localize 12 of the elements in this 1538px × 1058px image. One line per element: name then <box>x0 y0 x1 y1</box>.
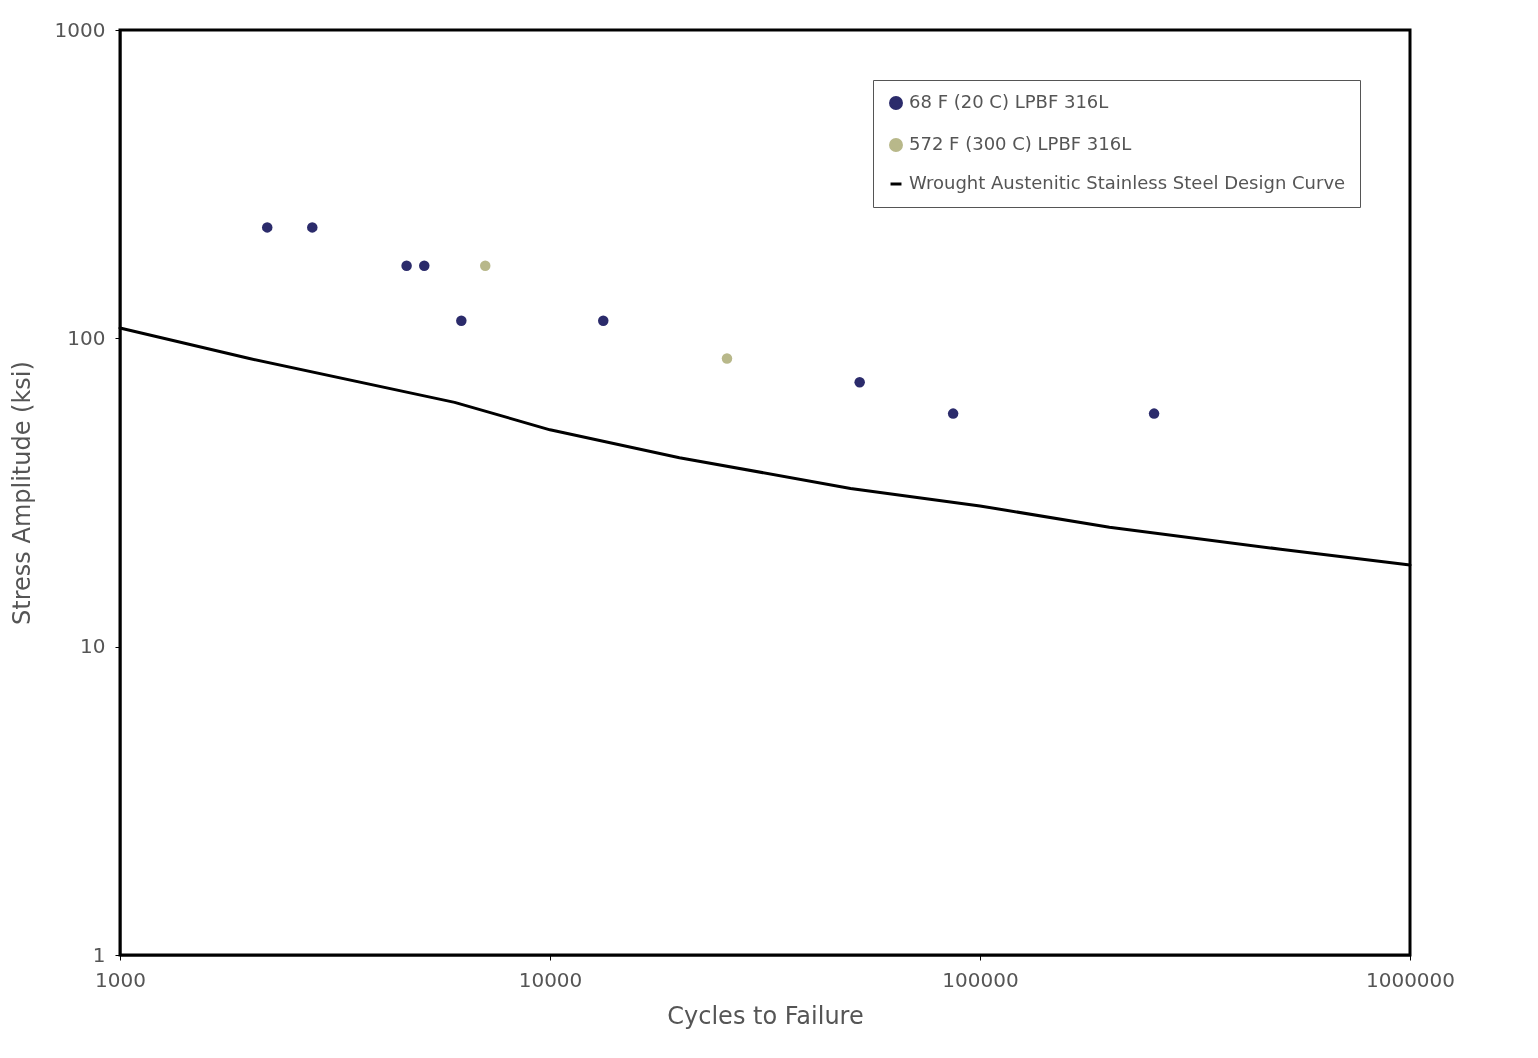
legend-label: Wrought Austenitic Stainless Steel Design Curve <box>909 172 1346 193</box>
legend-label: 68 F (20 C) LPBF 316L <box>909 91 1109 112</box>
x-tick-label: 1000000 <box>1365 967 1456 992</box>
y-axis-title: Stress Amplitude (ksi) <box>7 361 36 625</box>
x-axis-title: Cycles to Failure <box>667 1001 864 1030</box>
x-tick-label: 10000 <box>518 967 583 992</box>
y-tick-label: 10 <box>80 634 106 659</box>
x-tick-label: 100000 <box>942 967 1019 992</box>
legend-label: 572 F (300 C) LPBF 316L <box>909 133 1132 154</box>
y-tick-label: 100 <box>67 325 106 350</box>
y-tick-label: 1 <box>92 942 106 967</box>
y-tick-label: 1000 <box>54 17 106 42</box>
